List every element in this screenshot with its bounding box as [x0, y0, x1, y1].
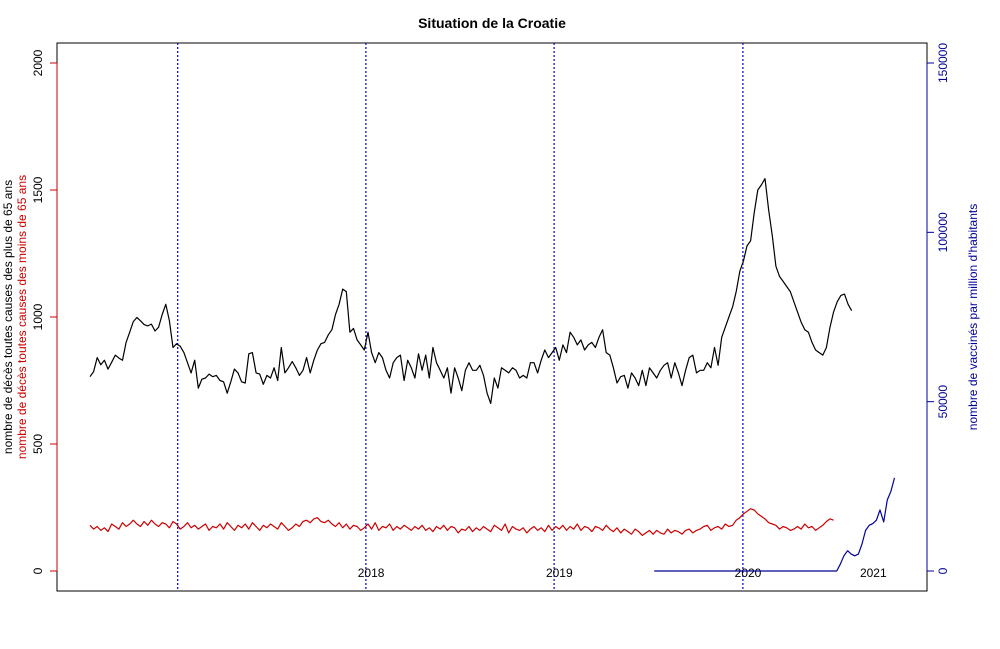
- series: [89, 178, 896, 572]
- right-tick-label: 0: [936, 567, 950, 574]
- left-axis: 0 500 1000 1500 2000: [31, 49, 58, 574]
- year-label: 2021: [860, 566, 887, 580]
- left-tick-label: 500: [31, 434, 45, 454]
- series-line-vaccinated: [654, 477, 896, 572]
- series-line-under65: [89, 508, 834, 537]
- year-label: 2019: [546, 566, 573, 580]
- year-labels: 2018 2019 2020 2021: [358, 566, 887, 580]
- left-axis-label-over65: nombre de décès toutes causes des plus d…: [1, 180, 15, 454]
- year-label: 2020: [735, 566, 762, 580]
- left-tick-label: 0: [31, 567, 45, 574]
- left-tick-label: 1500: [31, 176, 45, 203]
- year-label: 2018: [358, 566, 385, 580]
- chart-title: Situation de la Croatie: [418, 15, 566, 31]
- left-axis-label-under65: nombre de décès toutes causes des moins …: [15, 175, 29, 459]
- year-boundaries: [177, 43, 744, 591]
- right-tick-label: 100000: [936, 212, 950, 252]
- right-axis-label: nombre de vaccinés par million d'habitan…: [966, 204, 980, 430]
- right-tick-label: 150000: [936, 43, 950, 83]
- right-tick-label: 50000: [936, 385, 950, 419]
- right-axis: 0 50000 100000 150000: [926, 43, 950, 574]
- left-tick-label: 1000: [31, 303, 45, 330]
- left-tick-label: 2000: [31, 49, 45, 76]
- series-line-over65: [89, 178, 853, 404]
